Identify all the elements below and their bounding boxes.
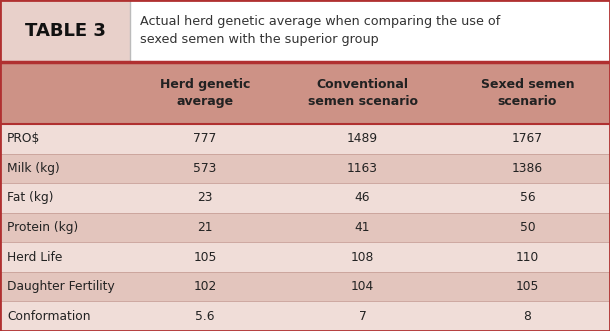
Bar (0, 183, 610, 213)
Text: PRO$: PRO$ (7, 132, 40, 145)
Text: 21: 21 (197, 221, 213, 234)
Text: TABLE 3: TABLE 3 (24, 22, 106, 40)
Bar (0, 272, 610, 302)
Text: 1489: 1489 (347, 132, 378, 145)
Bar (0, 154, 610, 183)
Bar (0, 302, 610, 331)
Text: 1163: 1163 (347, 162, 378, 175)
Bar (0, 213, 610, 242)
Text: 777: 777 (193, 132, 217, 145)
Text: Sexed semen
scenario: Sexed semen scenario (481, 78, 574, 108)
Text: 573: 573 (193, 162, 217, 175)
Text: Fat (kg): Fat (kg) (7, 191, 54, 205)
Text: Protein (kg): Protein (kg) (7, 221, 78, 234)
Bar (0, 62, 610, 124)
Text: Herd Life: Herd Life (7, 251, 62, 263)
Bar (0, 124, 610, 154)
Text: 105: 105 (516, 280, 539, 293)
Text: 105: 105 (193, 251, 217, 263)
Text: Herd genetic
average: Herd genetic average (160, 78, 250, 108)
Text: 41: 41 (355, 221, 370, 234)
Text: 23: 23 (197, 191, 213, 205)
Text: 50: 50 (520, 221, 536, 234)
Text: 46: 46 (355, 191, 370, 205)
Text: 1767: 1767 (512, 132, 543, 145)
Text: 110: 110 (516, 251, 539, 263)
Text: 1386: 1386 (512, 162, 543, 175)
Bar (130, 0, 610, 62)
Text: 108: 108 (351, 251, 374, 263)
Text: 104: 104 (351, 280, 374, 293)
Text: 56: 56 (520, 191, 536, 205)
Text: Actual herd genetic average when comparing the use of
sexed semen with the super: Actual herd genetic average when compari… (140, 16, 500, 46)
Text: 102: 102 (193, 280, 217, 293)
Bar (0, 242, 610, 272)
Text: 8: 8 (523, 310, 531, 323)
Text: Milk (kg): Milk (kg) (7, 162, 60, 175)
Text: 5.6: 5.6 (195, 310, 215, 323)
Bar (0, 0, 130, 62)
Text: Conventional
semen scenario: Conventional semen scenario (307, 78, 417, 108)
Text: 7: 7 (359, 310, 367, 323)
Text: Conformation: Conformation (7, 310, 90, 323)
Text: Daughter Fertility: Daughter Fertility (7, 280, 115, 293)
